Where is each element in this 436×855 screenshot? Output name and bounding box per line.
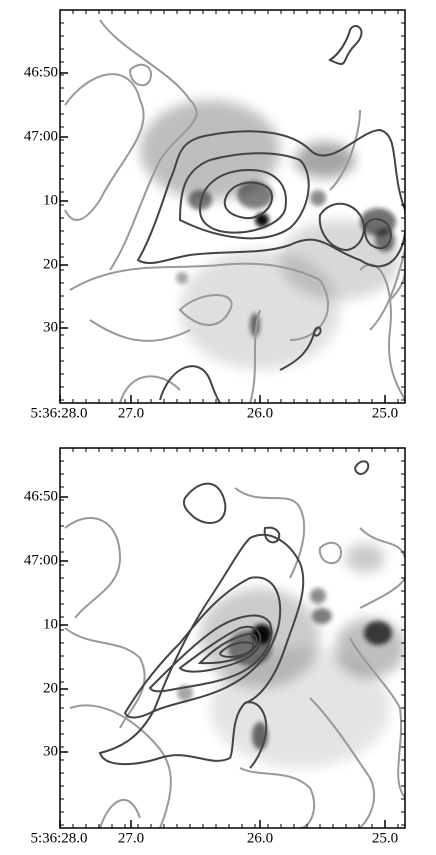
contour-dark	[197, 632, 258, 665]
contour-light	[99, 798, 141, 828]
contour-light	[318, 541, 342, 565]
image-area	[64, 460, 405, 828]
emission	[210, 648, 390, 768]
contour-dark	[178, 625, 262, 673]
frame	[59, 447, 406, 829]
contour-light	[64, 73, 145, 221]
contour-light	[128, 63, 152, 87]
contour-dark	[263, 526, 281, 544]
contour-light	[89, 319, 191, 342]
contour-light	[249, 309, 261, 403]
y-tick-label: 47:00	[24, 552, 58, 568]
contour-dark	[182, 482, 227, 524]
contour-light	[64, 517, 122, 619]
x-tick-label: 26.0	[247, 405, 273, 421]
contour-dark	[159, 365, 221, 403]
contour-light	[178, 294, 233, 326]
contour-light	[99, 19, 198, 271]
y-tick-label: 10	[43, 616, 58, 632]
contour-dark	[123, 576, 282, 719]
contour-dark	[178, 152, 310, 240]
contour-dark	[98, 533, 305, 766]
contour-light	[69, 262, 330, 341]
contour-light	[239, 767, 316, 828]
x-tick-label: 5:36:28.0	[30, 405, 87, 421]
emission	[312, 608, 332, 624]
contour-dark	[318, 202, 365, 252]
y-tick-label: 20	[43, 256, 58, 272]
contour-dark	[244, 701, 268, 769]
y-tick-label: 20	[43, 680, 58, 696]
contour-dark	[136, 128, 405, 268]
y-tick-label: 30	[43, 319, 58, 335]
emission	[140, 100, 280, 200]
y-tick-label: 47:00	[24, 128, 58, 144]
emission	[310, 588, 326, 604]
contour-light	[359, 527, 405, 559]
contour-light	[234, 487, 306, 579]
y-tick-label: 46:50	[24, 488, 58, 504]
contour-light	[309, 697, 376, 828]
contour-light	[69, 704, 172, 828]
x-tick-label: 27.0	[118, 830, 144, 846]
contour-light	[329, 109, 361, 191]
contour-dark	[198, 168, 287, 234]
contour-light	[359, 577, 405, 609]
emission	[176, 272, 188, 284]
contour-dark	[223, 181, 273, 220]
x-tick-label: 5:36:28.0	[30, 830, 87, 846]
image-area	[64, 19, 405, 403]
panel: 5:36:28.0 27.0 26.0 25.0 46:50 47:00 10 20 30	[24, 447, 406, 846]
y-tick-label: 30	[43, 743, 58, 759]
contour-dark	[353, 460, 370, 475]
x-tick-label: 25.0	[372, 830, 398, 846]
emission	[237, 181, 273, 209]
contour-light	[64, 627, 146, 729]
emission	[310, 190, 326, 206]
emission	[188, 190, 212, 210]
y-tick-label: 46:50	[24, 64, 58, 80]
contour-light	[119, 375, 181, 403]
contour-dark	[148, 614, 273, 693]
emission	[345, 543, 385, 573]
contour-dark	[328, 25, 363, 65]
contour-dark	[313, 326, 322, 337]
contour-dark	[218, 641, 255, 659]
x-tick-label: 27.0	[118, 405, 144, 421]
panel: 5:36:28.0 27.0 26.0 25.0 46:50 47:00 10 20 30	[24, 9, 406, 421]
frame	[59, 9, 406, 404]
x-tick-label: 25.0	[372, 405, 398, 421]
emission	[255, 213, 269, 227]
contour-light	[349, 637, 405, 799]
contour-dark	[363, 218, 392, 250]
y-tick-label: 10	[43, 192, 58, 208]
x-tick-label: 26.0	[247, 830, 273, 846]
